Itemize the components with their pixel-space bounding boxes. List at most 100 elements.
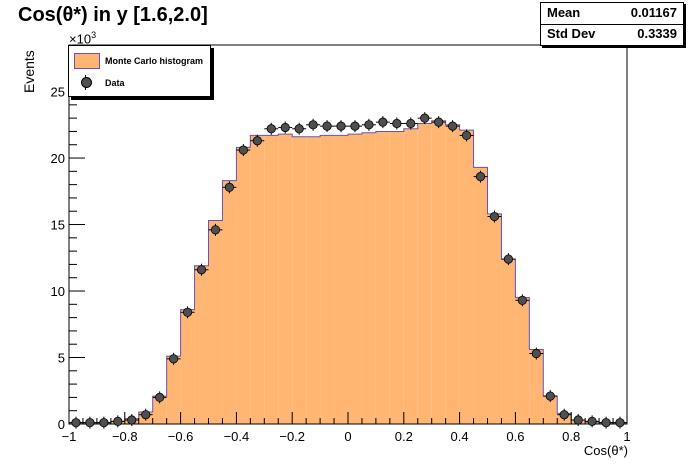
data-point [545,391,555,401]
mc-bar [487,213,502,424]
mc-bar [417,123,432,424]
y-tick-label: 0 [58,417,65,432]
data-point [71,418,81,428]
stats-row-mean: Mean 0.01167 [541,3,683,25]
mc-bar [431,120,446,425]
data-point [350,121,360,131]
data-point [113,416,123,426]
stats-row-stddev: Std Dev 0.3339 [541,24,683,45]
data-point [210,225,221,235]
data-point [252,136,262,146]
data-point [182,307,193,317]
legend-data-marker [81,77,92,88]
chart-title: Cos(θ*) in y [1.6,2.0] [18,4,208,26]
mc-bar [501,259,516,424]
mc-bar [166,356,181,424]
y-axis-title: Events [21,50,37,93]
stats-mean-value: 0.01167 [630,5,677,20]
mc-bar [529,349,544,424]
data-point [392,118,402,129]
data-point [448,121,458,131]
data-point [196,265,207,275]
mc-bar [543,396,558,424]
data-point [601,418,611,428]
legend-data-label: Data [105,78,125,88]
y-multiplier-exponent: 3 [91,30,97,40]
data-point [406,118,416,129]
x-tick-label: 0.4 [451,429,469,444]
stats-box: Mean 0.01167 Std Dev 0.3339 [540,2,684,46]
mc-bar [250,135,265,424]
x-tick-label: −1 [62,429,77,444]
mc-bar [445,124,460,424]
mc-bar [180,309,195,424]
y-tick-label: 25 [51,85,65,100]
mc-bar [236,147,251,424]
legend-mc-swatch [74,53,100,69]
data-point [308,120,318,130]
y-multiplier-base: ×10 [69,31,92,47]
stats-mean-label: Mean [547,5,581,20]
mc-bar [292,136,307,425]
data-point [155,392,165,403]
x-tick-label: 0.6 [506,429,524,444]
data-point [127,415,137,425]
legend-mc-label: Monte Carlo histogram [105,56,204,66]
mc-bar [473,167,488,424]
x-tick-label: −0.6 [168,429,194,444]
data-point [280,122,290,133]
y-tick-label: 10 [51,284,65,299]
mc-bar [264,135,279,424]
stats-stddev-label: Std Dev [547,26,596,41]
data-point [336,121,346,131]
mc-bar [459,130,474,424]
data-point [489,211,500,222]
stats-stddev-value: 0.3339 [637,26,677,41]
data-point [169,354,179,364]
x-tick-label: 0 [344,429,351,444]
x-tick-label: 0.8 [562,429,580,444]
x-tick-label: −0.8 [112,429,138,444]
data-point [224,182,235,192]
y-tick-label: 20 [51,151,65,166]
data-point [238,145,248,155]
x-tick-label: 1 [623,429,630,444]
data-point [517,295,527,305]
mc-bar [375,131,390,424]
mc-bar [152,396,167,424]
data-point [461,130,472,141]
data-point [141,410,151,420]
data-point [294,124,304,134]
data-point [364,120,374,130]
mc-bar [222,180,237,424]
data-point [99,418,109,428]
data-point [434,117,444,127]
x-tick-label: −0.4 [224,429,250,444]
data-point [531,348,541,359]
data-point [85,418,95,428]
mc-bar [348,134,362,424]
data-point [266,124,276,134]
mc-bar [389,131,404,424]
data-point [378,117,388,127]
y-axis-multiplier: ×103 [69,30,96,46]
mc-bar [208,220,223,424]
legend: Monte Carlo histogram Data [68,45,211,97]
data-point [503,254,514,264]
mc-bar [515,297,530,424]
mc-bar [320,135,335,424]
data-point [587,416,597,426]
mc-bar [278,134,293,424]
data-point [475,172,486,182]
x-tick-label: 0.2 [395,429,413,444]
x-tick-label: −0.2 [279,429,305,444]
data-point [322,121,332,131]
data-point [559,410,569,420]
mc-bar [361,132,376,424]
data-point [573,415,583,425]
y-tick-label: 5 [58,351,65,366]
mc-bar [403,128,418,425]
mc-bar [194,265,209,424]
data-point [615,418,625,428]
